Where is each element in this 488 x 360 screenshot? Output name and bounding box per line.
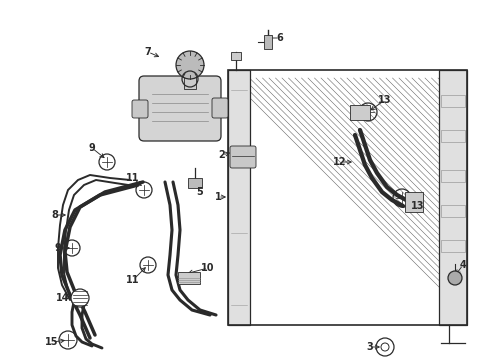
FancyBboxPatch shape: [212, 98, 227, 118]
FancyBboxPatch shape: [132, 100, 148, 118]
Bar: [438, 70, 466, 325]
Bar: [440, 130, 464, 142]
Text: 15: 15: [45, 337, 59, 347]
Text: 9: 9: [88, 143, 95, 153]
Bar: [440, 240, 464, 252]
Text: 11: 11: [126, 275, 140, 285]
Text: 9: 9: [55, 243, 61, 253]
Text: 13: 13: [410, 201, 424, 211]
Bar: [440, 170, 464, 182]
Text: 1: 1: [214, 192, 221, 202]
Bar: [187, 178, 202, 188]
Bar: [230, 52, 241, 60]
Text: 4: 4: [459, 260, 466, 270]
Circle shape: [176, 51, 203, 79]
FancyBboxPatch shape: [139, 76, 221, 141]
Bar: [227, 70, 466, 325]
Bar: [440, 205, 464, 217]
Bar: [404, 192, 422, 212]
Text: 14: 14: [56, 293, 70, 303]
Text: 13: 13: [378, 95, 391, 105]
Text: 10: 10: [201, 263, 214, 273]
FancyBboxPatch shape: [229, 146, 256, 168]
Text: 3: 3: [366, 342, 373, 352]
Bar: [349, 105, 369, 120]
Bar: [440, 95, 464, 107]
Bar: [178, 272, 200, 284]
Text: 7: 7: [144, 47, 151, 57]
Text: 2: 2: [218, 150, 225, 160]
Text: 5: 5: [196, 187, 203, 197]
Bar: [264, 35, 271, 49]
Circle shape: [447, 271, 461, 285]
Bar: [183, 75, 196, 89]
Text: 11: 11: [126, 173, 140, 183]
Text: 12: 12: [332, 157, 346, 167]
Text: 6: 6: [276, 33, 283, 43]
Bar: [227, 70, 249, 325]
Circle shape: [71, 289, 89, 307]
Text: 8: 8: [51, 210, 59, 220]
